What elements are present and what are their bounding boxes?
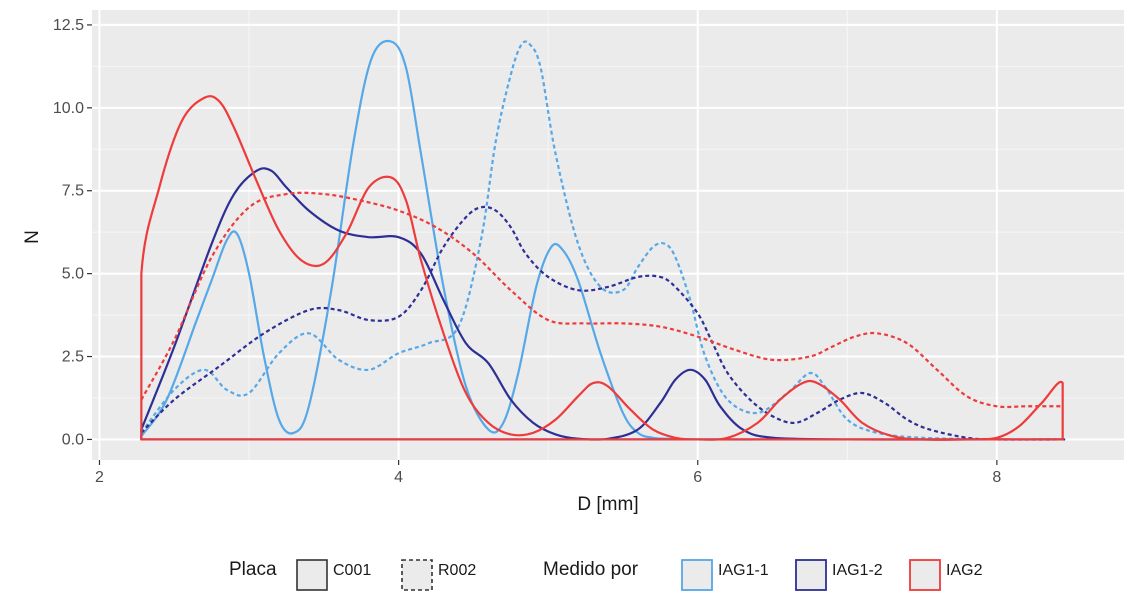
y-axis: 0.0 2.5 5.0 7.5 10.0 12.5 bbox=[53, 17, 92, 448]
legend-label-c001: C001 bbox=[333, 562, 371, 579]
y-tick-label: 12.5 bbox=[53, 17, 84, 34]
series-layer bbox=[140, 39, 1066, 441]
y-tick-label: 0.0 bbox=[62, 431, 84, 448]
legend-key-iag2 bbox=[909, 559, 941, 591]
y-tick-label: 7.5 bbox=[62, 183, 84, 200]
x-tick-label: 6 bbox=[693, 469, 702, 486]
legend-label-r002: R002 bbox=[438, 562, 476, 579]
x-tick-label: 4 bbox=[394, 469, 403, 486]
legend-title-medido-por: Medido por bbox=[543, 559, 639, 580]
legend: Placa C001 R002 Medido por IAG1-1 IAG1-2 IAG2 bbox=[229, 559, 983, 591]
x-axis: 2 4 6 8 bbox=[95, 460, 1001, 486]
legend-title-placa: Placa bbox=[229, 559, 277, 580]
y-tick-label: 2.5 bbox=[62, 349, 84, 366]
y-tick-label: 5.0 bbox=[62, 266, 84, 283]
legend-key-iag1-2 bbox=[795, 559, 827, 591]
series-line-iag1-2-c001 bbox=[140, 167, 1066, 441]
y-tick-label: 10.0 bbox=[53, 100, 84, 117]
legend-key-r002 bbox=[401, 559, 433, 591]
minor-gridlines bbox=[92, 10, 1124, 460]
series-line-iag1-2-r002 bbox=[140, 205, 1065, 441]
legend-label-iag1-2: IAG1-2 bbox=[832, 562, 883, 579]
legend-key-c001 bbox=[296, 559, 328, 591]
legend-label-iag1-1: IAG1-1 bbox=[718, 562, 769, 579]
x-axis-title: D [mm] bbox=[577, 494, 638, 515]
plot-panel bbox=[92, 10, 1124, 460]
x-tick-label: 2 bbox=[95, 469, 104, 486]
legend-label-iag2: IAG2 bbox=[946, 562, 983, 579]
y-axis-title: N bbox=[22, 230, 43, 244]
series-line-iag2-r002 bbox=[140, 191, 1063, 409]
series-line-iag2-c001 bbox=[140, 95, 1064, 441]
legend-key-iag1-1 bbox=[681, 559, 713, 591]
series-line-iag1-1-r002 bbox=[140, 40, 1065, 441]
x-tick-label: 8 bbox=[992, 469, 1001, 486]
